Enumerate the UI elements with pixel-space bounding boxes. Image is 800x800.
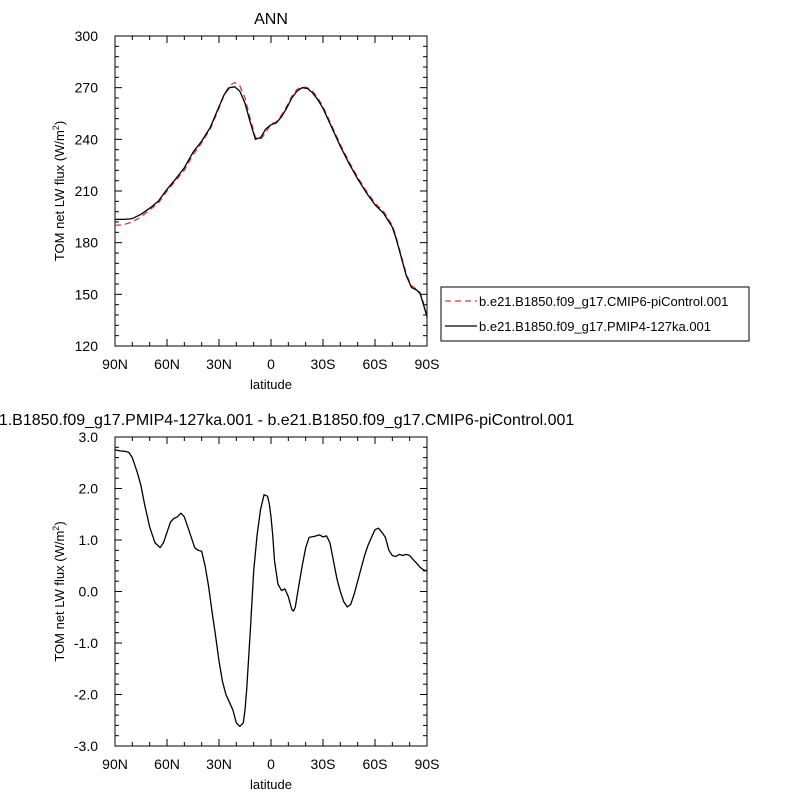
y-tick-label: 3.0 [79,429,99,445]
series-line-2 [115,86,428,317]
legend: b.e21.B1850.f09_g17.CMIP6-piControl.001b… [440,286,750,342]
legend-label-1: b.e21.B1850.f09_g17.CMIP6-piControl.001 [479,294,728,309]
x-tick-label: 60S [363,356,388,372]
y-tick-label: 2.0 [79,481,99,497]
plot-frame [114,436,428,747]
y-axis-title-sup: 2 [51,125,61,130]
y-tick-label: -3.0 [74,738,98,754]
legend-box [440,286,750,342]
y-tick-label: 1.0 [79,532,99,548]
y-axis-title-main: TOM net LW flux (W/m [52,130,67,261]
x-axis-title: latitude [250,777,292,792]
y-tick-label: -2.0 [74,687,98,703]
panel-1: ANN 90N 60N 30N 0 30S 60S 90S 120 150 180 210 240 270… [51,11,439,392]
x-tick-label: 60N [154,756,180,772]
y-axis-title-end: ) [52,521,67,525]
panel-title: ANN [254,11,288,28]
y-tick-label: 150 [75,286,99,302]
y-axis-title-end: ) [52,121,67,125]
y-tick-label: -1.0 [74,635,98,651]
x-tick-label: 0 [267,756,275,772]
x-tick-label: 0 [267,356,275,372]
x-tick-label: 90S [415,356,440,372]
x-tick-label: 30N [206,356,232,372]
y-axis-title: TOM net LW flux (W/m2) [51,121,67,261]
x-tick-label: 90S [415,756,440,772]
x-tick-label: 60N [154,356,180,372]
series-line-1 [114,449,428,728]
y-tick-label: 240 [75,131,99,147]
x-tick-label: 30N [206,756,232,772]
x-tick-label: 30S [311,756,336,772]
x-tick-label: 30S [311,356,336,372]
legend-label-2: b.e21.B1850.f09_g17.PMIP4-127ka.001 [479,319,711,334]
y-tick-label: 300 [75,28,99,44]
x-tick-label: 90N [102,756,128,772]
x-tick-label: 90N [102,356,128,372]
y-tick-label: 120 [75,338,99,354]
x-tick-label: 60S [363,756,388,772]
panel-2: b.e21.B1850.f09_g17.PMIP4-127ka.001 - b.… [0,412,574,792]
y-tick-label: 180 [75,235,99,251]
y-tick-label: 210 [75,183,99,199]
y-tick-label: 270 [75,80,99,96]
x-axis-title: latitude [250,377,292,392]
y-axis-title-main: TOM net LW flux (W/m [52,531,67,662]
plot-frame [114,35,428,347]
y-tick-label: 0.0 [79,584,99,600]
panel-title: b.e21.B1850.f09_g17.PMIP4-127ka.001 - b.… [0,412,574,429]
series-line-1 [114,81,428,317]
y-axis-title-sup: 2 [51,526,61,531]
y-axis-title: TOM net LW flux (W/m2) [51,521,67,661]
